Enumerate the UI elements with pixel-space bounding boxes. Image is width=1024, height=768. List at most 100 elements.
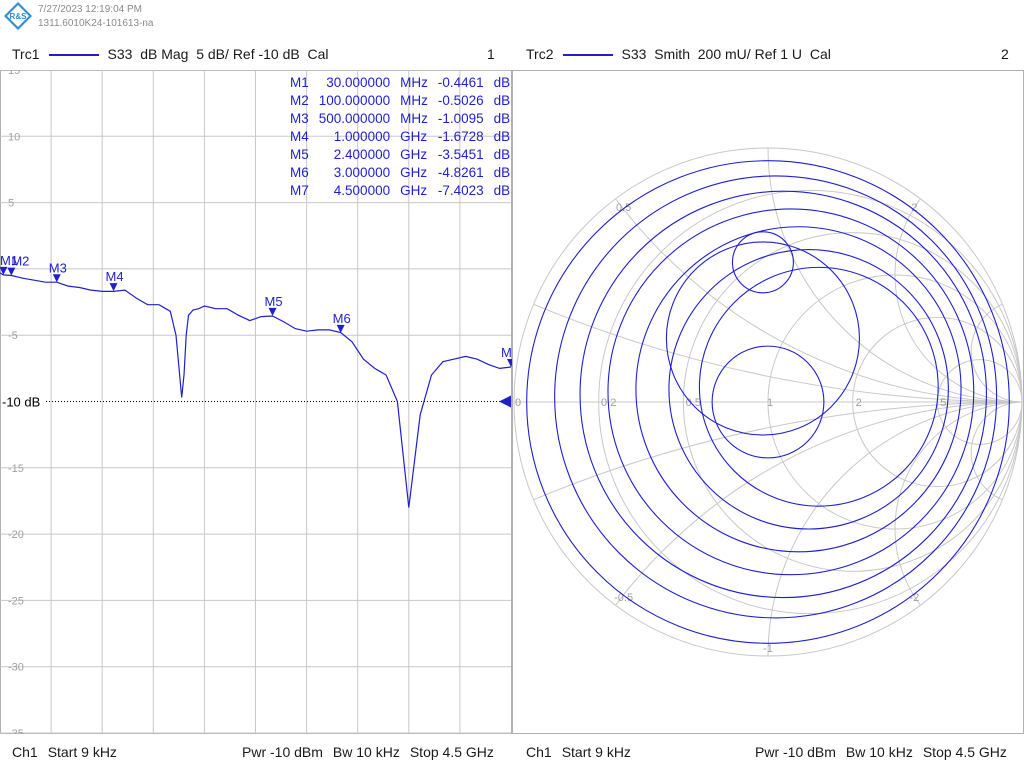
- smith-label-x2: 2: [911, 202, 917, 214]
- marker-triangle-m4: [109, 283, 118, 292]
- smith-outer-circle: [513, 147, 1023, 657]
- marker-freq: 4.500000: [333, 183, 391, 198]
- reactance-arc: [767, 148, 1022, 403]
- marker-id: M7: [290, 183, 309, 198]
- marker-freq: 30.000000: [326, 75, 391, 90]
- footer2-start: Start 9 kHz: [561, 744, 631, 760]
- marker-row: M4 1.000000 GHz -1.6728 dB: [280, 128, 510, 146]
- marker-value: -3.5451: [437, 147, 484, 162]
- timestamp: 7/27/2023 12:19:04 PM: [38, 4, 142, 15]
- smith-trace-loop-8: [711, 345, 825, 459]
- marker-unit: MHz: [400, 111, 428, 126]
- marker-label-m7: M7: [501, 345, 512, 360]
- marker-row: M5 2.400000 GHz -3.5451 dB: [280, 146, 510, 164]
- marker-triangle-m2: [7, 267, 16, 276]
- marker-row: M6 3.000000 GHz -4.8261 dB: [280, 164, 510, 182]
- marker-vunit: dB: [493, 183, 511, 198]
- marker-label-m4: M4: [106, 269, 124, 284]
- smith-trace-loop-6: [698, 266, 939, 507]
- ref-level-label: -10 dB: [2, 395, 40, 410]
- trace1-name: Trc1: [12, 46, 40, 62]
- y-tick-label: 15: [8, 70, 20, 77]
- channel-footer-1[interactable]: Ch1 Start 9 kHz: [12, 744, 127, 760]
- marker-unit: MHz: [400, 93, 428, 108]
- reactance-arc: [894, 401, 1022, 656]
- marker-triangle-m3: [52, 274, 61, 283]
- marker-row: M3 500.000000 MHz -1.0095 dB: [280, 110, 510, 128]
- channel-footer-2[interactable]: Ch1 Start 9 kHz: [526, 744, 641, 760]
- trace2-line-swatch: [563, 54, 614, 57]
- marker-value: -1.6728: [437, 129, 484, 144]
- marker-freq: 3.000000: [333, 165, 391, 180]
- marker-id: M4: [290, 129, 309, 144]
- resistance-circle: [598, 189, 1022, 615]
- smith-label-r5: 5: [940, 397, 946, 409]
- marker-freq: 100.000000: [318, 93, 391, 108]
- smith-trace-loop-3: [607, 208, 975, 576]
- reactance-arc: [514, 401, 1022, 656]
- smith-label-x0.5: 0.5: [616, 202, 631, 214]
- smith-trace-loop-5: [668, 249, 949, 530]
- resistance-circle: [852, 316, 1022, 488]
- trace1-ref: Ref -10 dB: [232, 46, 300, 62]
- trace2-format: Smith: [654, 46, 690, 62]
- smith-label-r1: 1: [767, 397, 773, 409]
- marker-triangle-m6: [336, 324, 345, 333]
- trace2-header[interactable]: Trc2 S33 Smith 200 mU/ Ref 1 U Cal: [526, 46, 831, 62]
- reactance-arc: [970, 401, 1022, 505]
- trace1-header[interactable]: Trc1 S33 dB Mag 5 dB/ Ref -10 dB Cal: [12, 46, 329, 62]
- y-tick-label: -20: [8, 529, 24, 541]
- footer2-bw: Bw 10 kHz: [845, 744, 913, 760]
- y-tick-label: -5: [8, 330, 18, 342]
- channel-footer-1-right[interactable]: Pwr -10 dBm Bw 10 kHz Stop 4.5 GHz: [242, 744, 494, 760]
- marker-triangle-m7: [507, 359, 512, 368]
- channel-footer-2-right[interactable]: Pwr -10 dBm Bw 10 kHz Stop 4.5 GHz: [755, 744, 1007, 760]
- smith-label-r0.5: 0.5: [686, 397, 701, 409]
- reactance-arc: [514, 148, 1022, 403]
- marker-vunit: dB: [493, 147, 511, 162]
- window-number-2: 2: [1001, 46, 1009, 62]
- marker-unit: GHz: [400, 165, 428, 180]
- marker-unit: GHz: [400, 183, 428, 198]
- marker-vunit: dB: [493, 129, 511, 144]
- marker-unit: MHz: [400, 75, 428, 90]
- trace2-name: Trc2: [526, 46, 554, 62]
- smith-trace-loop-4: [635, 226, 962, 553]
- marker-label-m3: M3: [49, 260, 67, 275]
- marker-label-m5: M5: [265, 294, 283, 309]
- marker-freq: 2.400000: [333, 147, 391, 162]
- marker-value: -7.4023: [437, 183, 484, 198]
- reactance-arc: [970, 299, 1022, 403]
- footer1-bw: Bw 10 kHz: [332, 744, 400, 760]
- marker-value: -0.5026: [437, 93, 484, 108]
- footer2-stop: Stop 4.5 GHz: [922, 744, 1007, 760]
- footer1-stop: Stop 4.5 GHz: [409, 744, 494, 760]
- grid: [0, 70, 512, 734]
- trace1-param: S33: [107, 46, 133, 62]
- marker-label-m2: M2: [11, 254, 29, 269]
- footer1-channel: Ch1: [12, 744, 38, 760]
- marker-row: M2 100.000000 MHz -0.5026 dB: [280, 92, 510, 110]
- marker-table: M1 30.000000 MHz -0.4461 dB M2 100.000000 MHz -0…: [280, 74, 510, 200]
- smith-trace-loop-1: [554, 175, 998, 619]
- trace2-scale: 200 mU/: [697, 46, 751, 62]
- y-tick-label: 5: [8, 198, 14, 210]
- smith-chart-diagram[interactable]: 0 0.2 0.5 1 2 520.5-0.5 -2-1: [512, 70, 1024, 734]
- marker-vunit: dB: [493, 111, 511, 126]
- marker-triangle-m5: [268, 307, 277, 316]
- reactance-arc: [894, 148, 1022, 403]
- marker-unit: GHz: [400, 129, 428, 144]
- trace1-path: [0, 272, 512, 508]
- trace2-ref: Ref 1 U: [754, 46, 803, 62]
- marker-triangle-m1: [0, 266, 8, 275]
- trace2-cal: Cal: [809, 46, 831, 62]
- marker-id: M2: [290, 93, 309, 108]
- trace1-format: dB Mag: [140, 46, 189, 62]
- smith-label-x-1: -1: [763, 643, 773, 655]
- trace1-scale: 5 dB/: [196, 46, 229, 62]
- instrument-id: 1311.6010K24-101613-na: [38, 18, 154, 29]
- marker-id: M1: [290, 75, 309, 90]
- reactance-arc: [514, 148, 1022, 403]
